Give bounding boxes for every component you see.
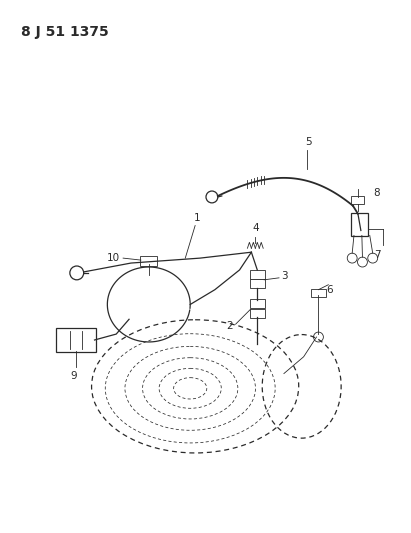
FancyBboxPatch shape: [250, 309, 265, 318]
FancyBboxPatch shape: [250, 299, 265, 308]
Text: 6: 6: [326, 285, 333, 295]
Text: 5: 5: [305, 136, 312, 147]
FancyBboxPatch shape: [141, 256, 157, 265]
FancyBboxPatch shape: [250, 279, 265, 288]
Text: 3: 3: [281, 271, 288, 281]
Text: 1: 1: [194, 213, 201, 223]
Text: 4: 4: [252, 223, 259, 233]
FancyBboxPatch shape: [351, 213, 368, 236]
FancyBboxPatch shape: [56, 328, 95, 352]
FancyBboxPatch shape: [311, 289, 326, 297]
Text: 7: 7: [374, 250, 381, 260]
Text: 8 J 51 1375: 8 J 51 1375: [21, 25, 108, 39]
Text: 9: 9: [71, 370, 77, 381]
Text: 8: 8: [374, 188, 380, 198]
FancyBboxPatch shape: [250, 270, 265, 279]
FancyBboxPatch shape: [351, 197, 364, 204]
Text: 2: 2: [226, 321, 233, 331]
Text: 10: 10: [107, 253, 120, 263]
